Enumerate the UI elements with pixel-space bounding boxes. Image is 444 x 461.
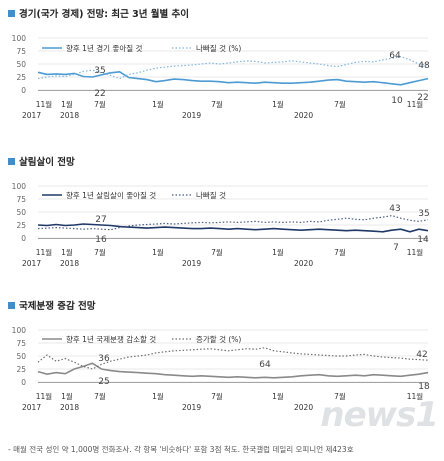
- x-tick-label-month: 7월: [94, 99, 106, 109]
- chart-title: 경기(국가 경제) 전망: 최근 3년 월별 추이: [19, 8, 189, 20]
- y-tick-label: 0: [21, 234, 26, 243]
- x-tick-label-year: 2018: [60, 403, 79, 412]
- chart-title: 살림살이 전망: [19, 156, 75, 168]
- x-tick-label-month: 7월: [211, 391, 223, 401]
- data-label: 7: [393, 243, 399, 253]
- data-label: 36: [98, 354, 110, 364]
- x-tick-label-month: 7월: [211, 99, 223, 109]
- x-tick-label-year: 2020: [294, 259, 313, 268]
- data-label: 18: [418, 382, 430, 392]
- y-tick-label: 75: [16, 47, 26, 56]
- data-label: 35: [94, 66, 105, 76]
- x-tick-label-year: 2020: [294, 111, 313, 120]
- data-label: 43: [389, 204, 400, 214]
- x-tick-label-month: 7월: [211, 247, 223, 257]
- y-tick-label: 25: [16, 221, 26, 230]
- series-line-secondary: [37, 214, 429, 231]
- x-tick-label-year: 2019: [182, 259, 201, 268]
- legend-label: 증가할 것 (%): [196, 334, 241, 344]
- x-tick-label-month: 11월: [36, 391, 53, 401]
- x-tick-label-month: 1월: [61, 99, 73, 109]
- y-tick-label: 75: [16, 339, 26, 348]
- y-tick-label: 0: [21, 86, 26, 95]
- data-label: 27: [95, 215, 106, 225]
- y-tick-label: 100: [12, 34, 27, 43]
- x-tick-label-year: 2018: [60, 259, 79, 268]
- y-tick-label: 0: [21, 378, 26, 387]
- x-tick-label-month: 1월: [272, 247, 284, 257]
- x-tick-label-month: 11월: [407, 247, 424, 257]
- data-label: 64: [389, 51, 401, 61]
- chart-title-marker: [8, 302, 15, 309]
- x-tick-label-year: 2019: [182, 403, 201, 412]
- series-line-primary: [37, 362, 429, 379]
- y-tick-label: 100: [12, 182, 27, 191]
- x-tick-label-month: 7월: [94, 247, 106, 257]
- footnote: - 매월 전국 성인 약 1,000명 전화조사. 각 항목 '비슷하다' 포함…: [8, 445, 354, 454]
- x-tick-label-month: 1월: [152, 99, 164, 109]
- x-tick-label-month: 1월: [152, 391, 164, 401]
- y-tick-label: 100: [12, 326, 27, 335]
- data-label: 35: [418, 209, 429, 219]
- x-tick-label-month: 7월: [334, 247, 346, 257]
- x-tick-label-year: 2017: [22, 403, 41, 412]
- legend-label: 향후 1년 경기 좋아질 것: [66, 43, 143, 53]
- x-tick-label-year: 2019: [182, 111, 201, 120]
- x-tick-label-year: 2017: [22, 111, 41, 120]
- data-label: 48: [418, 61, 430, 71]
- x-tick-label-year: 2018: [60, 111, 79, 120]
- x-tick-label-year: 2017: [22, 259, 41, 268]
- chart-title: 국제분쟁 증감 전망: [19, 300, 96, 312]
- x-tick-label-year: 2020: [294, 403, 313, 412]
- legend-label: 향후 1년 국제분쟁 감소할 것: [66, 334, 156, 344]
- x-tick-label-month: 1월: [272, 391, 284, 401]
- data-label: 64: [259, 360, 271, 370]
- legend-label: 나빠질 것: [196, 190, 226, 200]
- x-tick-label-month: 11월: [36, 247, 53, 257]
- data-label: 22: [94, 89, 105, 99]
- x-tick-label-month: 7월: [94, 391, 106, 401]
- y-tick-label: 25: [16, 73, 26, 82]
- x-tick-label-month: 11월: [407, 391, 424, 401]
- x-tick-label-month: 7월: [334, 391, 346, 401]
- x-tick-label-month: 11월: [36, 99, 53, 109]
- legend-label: 향후 1년 살림살이 좋아질 것: [66, 190, 156, 200]
- chart-title-marker: [8, 10, 15, 17]
- data-label: 25: [98, 377, 109, 387]
- data-label: 22: [417, 93, 428, 103]
- series-line-primary: [37, 223, 429, 233]
- y-tick-label: 50: [16, 352, 26, 361]
- chart-title-marker: [8, 158, 15, 165]
- legend-label: 나빠질 것 (%): [196, 43, 241, 53]
- news1-watermark: news1: [320, 395, 439, 435]
- y-tick-label: 75: [16, 195, 26, 204]
- x-tick-label-month: 1월: [272, 99, 284, 109]
- x-tick-label-month: 11월: [407, 99, 424, 109]
- x-tick-label-month: 1월: [61, 247, 73, 257]
- data-label: 14: [417, 235, 429, 245]
- y-tick-label: 50: [16, 60, 26, 69]
- y-tick-label: 25: [16, 365, 26, 374]
- x-tick-label-month: 1월: [61, 391, 73, 401]
- x-tick-label-month: 1월: [152, 247, 164, 257]
- y-tick-label: 50: [16, 208, 26, 217]
- data-label: 16: [95, 235, 107, 245]
- data-label: 10: [391, 96, 403, 106]
- series-line-primary: [37, 70, 429, 86]
- data-label: 42: [416, 350, 427, 360]
- x-tick-label-month: 7월: [334, 99, 346, 109]
